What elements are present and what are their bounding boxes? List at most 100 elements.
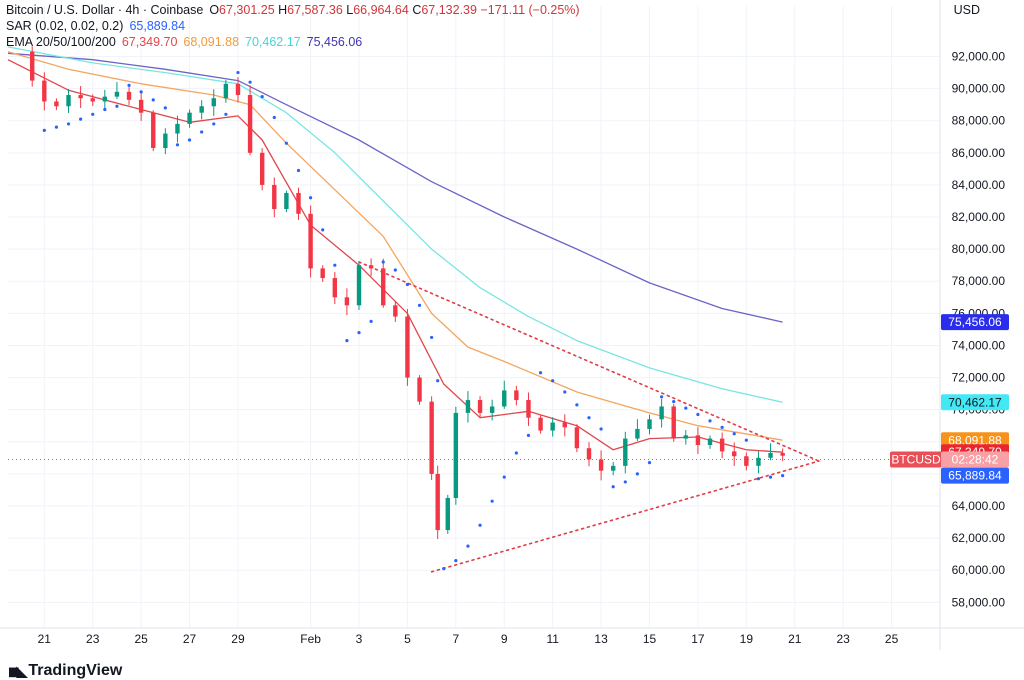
candle-body[interactable] — [647, 419, 652, 429]
candle-body[interactable] — [296, 192, 301, 214]
price-tick-label: 60,000.00 — [952, 563, 1006, 577]
candle-body[interactable] — [175, 123, 180, 134]
sar-dot — [478, 523, 482, 527]
candle-body[interactable] — [211, 98, 216, 107]
candle-body[interactable] — [223, 83, 229, 99]
candle-body[interactable] — [356, 265, 362, 306]
candle-body[interactable] — [66, 95, 71, 107]
candle-body[interactable] — [435, 473, 440, 531]
time-tick-label: 21 — [788, 632, 802, 646]
candle-body[interactable] — [635, 428, 640, 439]
open-value: 67,301.25 — [219, 3, 275, 17]
candle-body[interactable] — [659, 406, 664, 420]
candle-body[interactable] — [42, 80, 47, 102]
candle-body[interactable] — [368, 265, 374, 269]
candle-body[interactable] — [114, 91, 120, 97]
candle-body[interactable] — [235, 83, 241, 96]
candle-body[interactable] — [344, 297, 350, 306]
candle-body[interactable] — [695, 435, 701, 445]
candle-body[interactable] — [259, 152, 265, 185]
candle-body[interactable] — [465, 400, 471, 413]
sar-dot — [436, 379, 440, 383]
candle-body[interactable] — [780, 453, 785, 456]
candle-body[interactable] — [381, 268, 386, 306]
sar-dot — [696, 412, 700, 417]
sar-dot — [163, 106, 167, 110]
candle-body[interactable] — [586, 448, 592, 460]
sar-dot — [720, 425, 724, 429]
tradingview-logo[interactable]: ◼◣ TradingView — [8, 662, 122, 680]
candle-body[interactable] — [514, 390, 519, 401]
candle-body[interactable] — [78, 95, 83, 99]
triangle-lower-line[interactable] — [430, 460, 820, 573]
sar-dot — [756, 477, 761, 481]
high-value: 67,587.36 — [287, 3, 343, 17]
candle-body[interactable] — [187, 112, 192, 124]
candle-body[interactable] — [538, 417, 543, 431]
candle-body[interactable] — [445, 497, 450, 531]
candle-body[interactable] — [526, 400, 531, 418]
sar-dot — [430, 335, 434, 340]
candle-body[interactable] — [30, 51, 35, 81]
sar-dot — [224, 112, 228, 116]
price-tick-label: 74,000.00 — [952, 338, 1006, 352]
candle-body[interactable] — [477, 400, 483, 413]
sar-dot — [563, 390, 567, 394]
candle-body[interactable] — [405, 316, 410, 378]
candle-body[interactable] — [610, 465, 616, 471]
legend-ema-row[interactable]: EMA 20/50/100/200 67,349.70 68,091.88 70… — [6, 34, 580, 50]
legend-sar-row[interactable]: SAR (0.02, 0.02, 0.2) 65,889.84 — [6, 18, 580, 34]
candle-body[interactable] — [320, 268, 325, 279]
candle-body[interactable] — [126, 91, 132, 100]
candle-body[interactable] — [574, 427, 580, 449]
ema100-line — [7, 46, 783, 403]
candle-body[interactable] — [272, 184, 277, 210]
sar-dot — [708, 419, 712, 423]
candle-body[interactable] — [756, 457, 761, 466]
candle-body[interactable] — [683, 435, 689, 439]
sar-dot — [236, 70, 240, 75]
symbol-title[interactable]: Bitcoin / U.S. Dollar · 4h · Coinbase — [6, 3, 204, 17]
countdown-tag — [941, 451, 1009, 468]
candle-body[interactable] — [623, 438, 628, 466]
time-tick-label: 25 — [885, 632, 899, 646]
candle-body[interactable] — [332, 278, 338, 298]
candle-body[interactable] — [768, 453, 773, 458]
sar-dot — [369, 319, 373, 323]
candle-body[interactable] — [562, 422, 567, 428]
candle-body[interactable] — [308, 213, 313, 269]
candle-body[interactable] — [163, 133, 168, 149]
candle-body[interactable] — [502, 390, 507, 407]
candle-body[interactable] — [732, 451, 737, 457]
candle-body[interactable] — [453, 412, 459, 498]
candle-body[interactable] — [54, 101, 59, 107]
sar-dot — [393, 268, 397, 272]
sar-dot — [551, 379, 555, 383]
candle-body[interactable] — [429, 401, 434, 474]
candle-body[interactable] — [707, 438, 713, 445]
candle-body[interactable] — [151, 112, 156, 149]
brand-name: TradingView — [28, 662, 123, 679]
sar-dot — [308, 196, 313, 200]
candle-body[interactable] — [550, 422, 555, 431]
candle-body[interactable] — [284, 192, 289, 210]
sar-dot — [442, 567, 446, 571]
candle-body[interactable] — [393, 305, 398, 317]
sar-dot — [381, 260, 385, 264]
currency-label[interactable]: USD — [953, 3, 980, 17]
candle-body[interactable] — [671, 406, 676, 439]
candle-body[interactable] — [247, 95, 253, 153]
candle-body[interactable] — [90, 98, 95, 102]
candle-body[interactable] — [719, 438, 725, 452]
candle-body[interactable] — [199, 106, 204, 113]
candle-body[interactable] — [598, 459, 604, 471]
candle-body[interactable] — [744, 456, 749, 466]
candle-body[interactable] — [138, 99, 144, 113]
candle-body[interactable] — [102, 96, 108, 102]
triangle-upper-line[interactable] — [358, 261, 820, 462]
candle-body[interactable] — [489, 406, 495, 413]
candle-body[interactable] — [417, 377, 422, 402]
time-tick-label: 23 — [836, 632, 850, 646]
